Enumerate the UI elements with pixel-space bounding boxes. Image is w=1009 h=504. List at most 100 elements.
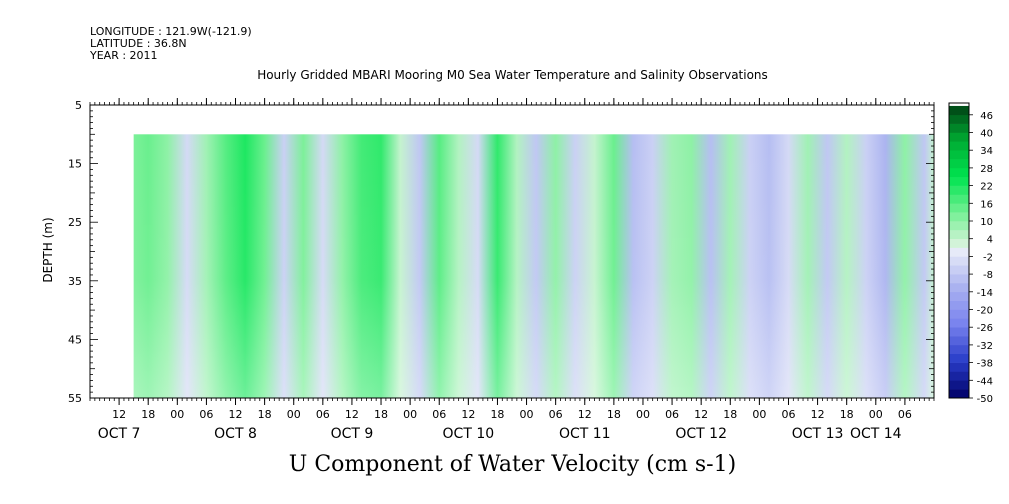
x-day-label: OCT 11 xyxy=(559,426,611,442)
x-day-label: OCT 9 xyxy=(331,426,374,442)
colorbar-cell xyxy=(949,309,969,319)
y-tick-label: 15 xyxy=(68,158,82,171)
year-label: YEAR : 2011 xyxy=(90,49,158,62)
colorbar-cell xyxy=(949,114,969,124)
latitude-label: LATITUDE : 36.8N xyxy=(90,37,187,50)
colorbar-label: -14 xyxy=(977,288,993,299)
x-tick-label: 06 xyxy=(199,408,213,421)
colorbar-label: -20 xyxy=(977,306,993,317)
x-tick-label: 12 xyxy=(229,408,243,421)
x-tick-label: 00 xyxy=(869,408,883,421)
x-tick-label: 12 xyxy=(461,408,475,421)
x-tick-label: 06 xyxy=(316,408,330,421)
x-tick-label: 00 xyxy=(170,408,184,421)
colorbar-label: -32 xyxy=(977,341,993,352)
colorbar-cell xyxy=(949,105,969,116)
colorbar-cell xyxy=(949,362,969,372)
colorbar-label: -2 xyxy=(983,252,993,263)
chart-plot: 12 18 00 06 12 18 00 06 12 18 00 06 12 18 00 06 12 18 00 06… xyxy=(41,98,993,442)
heatmap-field xyxy=(133,134,935,399)
x-tick-label: 18 xyxy=(374,408,388,421)
y-axis-label: DEPTH (m) xyxy=(41,217,55,282)
x-tick-label: 12 xyxy=(694,408,708,421)
x-tick-label: 00 xyxy=(752,408,766,421)
x-tick-label: 18 xyxy=(490,408,504,421)
colorbar-label: -38 xyxy=(977,359,993,370)
x-day-label: OCT 14 xyxy=(850,426,902,442)
colorbar-cell xyxy=(949,300,969,310)
colorbar-frame xyxy=(948,102,970,399)
x-day-label: OCT 7 xyxy=(98,426,141,442)
x-tick-label: 18 xyxy=(258,408,272,421)
x-axis-label: U Component of Water Velocity (cm s-1) xyxy=(288,452,737,477)
x-day-label: OCT 13 xyxy=(792,426,844,442)
colorbar-label: -44 xyxy=(977,376,993,387)
x-tick-label: 06 xyxy=(432,408,446,421)
x-day-label: OCT 10 xyxy=(443,426,495,442)
colorbar-cell xyxy=(949,318,969,328)
colorbar-cell xyxy=(949,212,969,222)
colorbar-cell xyxy=(949,203,969,213)
x-tick-label: 06 xyxy=(665,408,679,421)
colorbar-label: -26 xyxy=(977,323,993,334)
colorbar-cell xyxy=(949,344,969,355)
colorbar-cell xyxy=(949,229,969,239)
colorbar-cell xyxy=(949,353,969,363)
x-tick-label: 12 xyxy=(112,408,126,421)
colorbar-cell xyxy=(949,274,969,284)
colorbar-label: 34 xyxy=(980,146,993,157)
colorbar-cell xyxy=(949,265,969,275)
x-day-label: OCT 8 xyxy=(214,426,257,442)
x-tick-label: 18 xyxy=(607,408,621,421)
colorbar-cell xyxy=(949,380,969,390)
colorbar-label: -50 xyxy=(977,394,993,405)
longitude-label: LONGITUDE : 121.9W(-121.9) xyxy=(90,25,252,38)
x-tick-label: 18 xyxy=(723,408,737,421)
colorbar-label: -8 xyxy=(983,270,993,281)
heatmap-depth-shade xyxy=(133,134,935,399)
colorbar-label: 16 xyxy=(980,199,993,210)
x-tick-label: 12 xyxy=(345,408,359,421)
y-tick-label: 25 xyxy=(68,216,82,229)
y-tick-label: 35 xyxy=(68,275,82,288)
chart-title: Hourly Gridded MBARI Mooring M0 Sea Wate… xyxy=(257,68,768,82)
colorbar-cell xyxy=(949,238,969,248)
colorbar-cell xyxy=(949,194,969,204)
y-tick-label: 55 xyxy=(68,392,82,405)
x-tick-label: 00 xyxy=(287,408,301,421)
x-tick-label: 12 xyxy=(811,408,825,421)
colorbar-cell xyxy=(949,141,969,151)
colorbar-cell xyxy=(949,282,969,293)
colorbar-cell xyxy=(949,221,969,231)
colorbar-label: 46 xyxy=(980,111,993,122)
colorbar-cell xyxy=(949,389,969,399)
colorbar-cell xyxy=(949,150,969,160)
x-tick-label: 06 xyxy=(781,408,795,421)
x-tick-label: 00 xyxy=(403,408,417,421)
colorbar-cell xyxy=(949,371,969,381)
x-tick-label: 00 xyxy=(520,408,534,421)
x-tick-label: 18 xyxy=(840,408,854,421)
colorbar-cell xyxy=(949,336,969,346)
colorbar-cell xyxy=(949,291,969,301)
colorbar-cell xyxy=(949,167,969,178)
y-tick-label: 5 xyxy=(75,99,82,112)
colorbar-label: 28 xyxy=(980,164,993,175)
colorbar-label: 40 xyxy=(980,129,993,140)
x-tick-label: 12 xyxy=(578,408,592,421)
x-tick-label: 06 xyxy=(549,408,563,421)
colorbar-cell xyxy=(949,176,969,186)
colorbar-cell xyxy=(949,247,969,257)
x-tick-label: 18 xyxy=(141,408,155,421)
x-tick-label: 06 xyxy=(898,408,912,421)
colorbar-cell xyxy=(949,185,969,195)
colorbar-cell xyxy=(949,159,969,169)
colorbar: 46 40 34 28 22 16 10 4 -2 -8 -14 -20 -26 -32 -38 -44 -50 xyxy=(948,102,993,405)
colorbar-label: 22 xyxy=(980,182,993,193)
plot-axes: 12 18 00 06 12 18 00 06 12 18 00 06 12 18 00 06 12 18 00 06… xyxy=(68,98,935,442)
x-day-label: OCT 12 xyxy=(675,426,727,442)
x-tick-label: 00 xyxy=(636,408,650,421)
y-tick-label: 45 xyxy=(68,333,82,346)
colorbar-cell xyxy=(949,256,969,266)
colorbar-cell xyxy=(949,132,969,142)
